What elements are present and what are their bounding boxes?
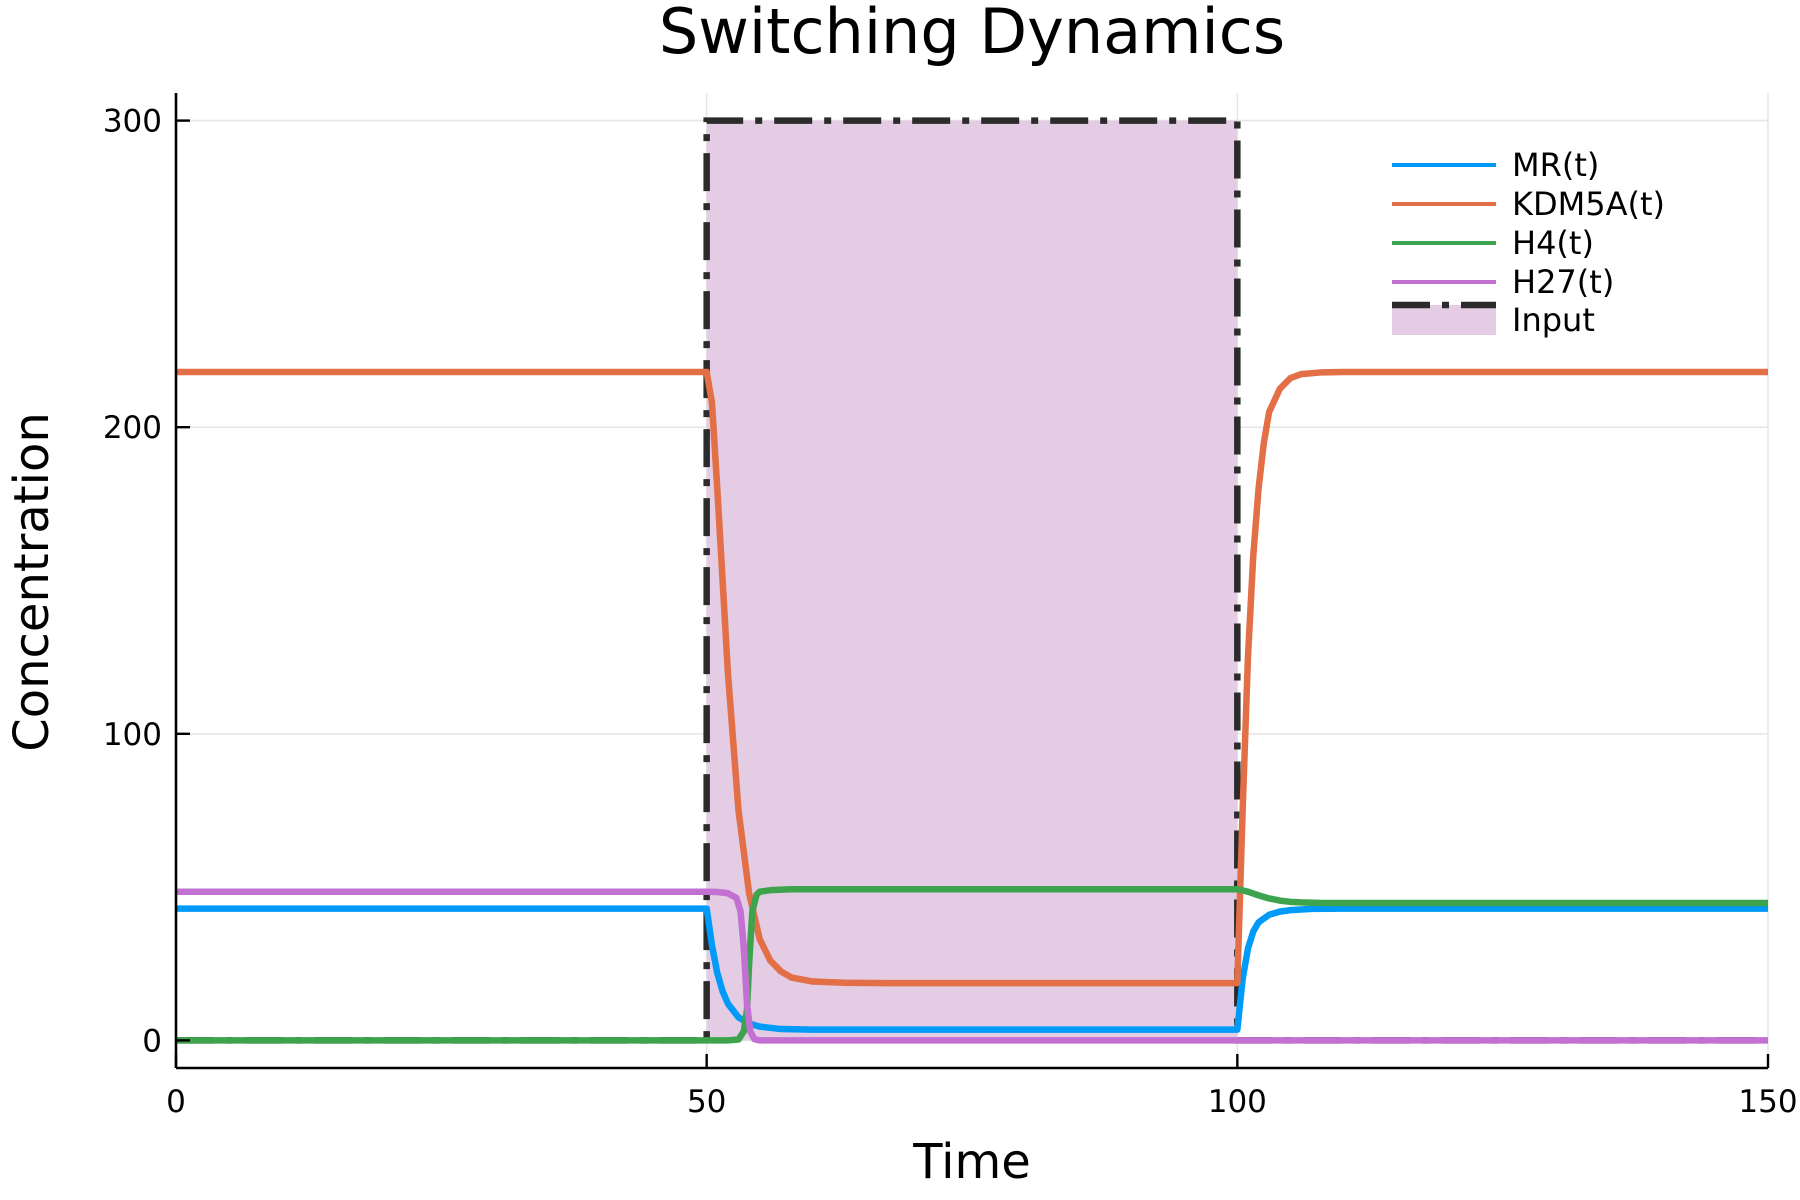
input-shading-layer: [706, 120, 1238, 1041]
legend: MR(t)KDM5A(t)H4(t)H27(t)Input: [1392, 146, 1665, 339]
legend-label-mrt: MR(t): [1512, 146, 1599, 184]
x-tick-label: 0: [166, 1084, 186, 1120]
legend-label-h27t: H27(t): [1512, 263, 1614, 301]
x-tick-label: 50: [687, 1084, 726, 1120]
series-line-kdm5at: [176, 368, 1768, 987]
legend-label-h4t: H4(t): [1512, 224, 1594, 262]
input-shaded-region: [706, 120, 1238, 1041]
y-tick-label: 200: [103, 410, 162, 446]
series-line-h27t: [176, 888, 1768, 1044]
legend-label-kdm5at: KDM5A(t): [1512, 185, 1665, 223]
axes: 0 50 100 150 0 100 200 300: [103, 93, 1798, 1120]
x-axis-label: Time: [912, 1134, 1030, 1190]
legend-swatch-input-fill: [1392, 305, 1496, 335]
y-tick-label: 0: [142, 1023, 162, 1059]
series-line-mrt: [176, 905, 1768, 1033]
x-tick-label: 150: [1738, 1084, 1797, 1120]
series-layer: [176, 368, 1768, 1044]
y-tick-label: 100: [103, 717, 162, 753]
series-line-h4t: [176, 886, 1768, 1044]
y-axis-label: Concentration: [4, 412, 60, 752]
legend-label-input: Input: [1512, 301, 1595, 339]
chart-title: Switching Dynamics: [659, 0, 1285, 68]
x-tick-label: 100: [1208, 1084, 1267, 1120]
y-tick-label: 300: [103, 104, 162, 140]
